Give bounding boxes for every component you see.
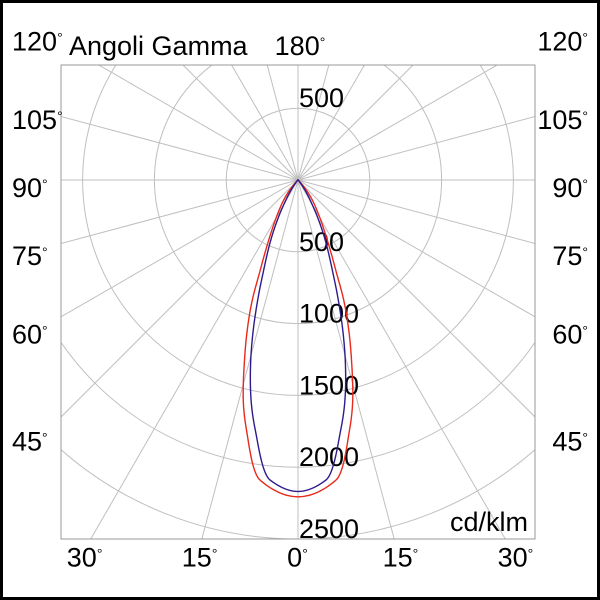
svg-text:90°: 90° xyxy=(552,173,588,203)
svg-text:120°: 120° xyxy=(537,27,588,57)
svg-text:Angoli Gamma: Angoli Gamma xyxy=(69,31,249,61)
svg-text:30°: 30° xyxy=(67,543,103,573)
svg-text:75°: 75° xyxy=(552,241,588,271)
svg-text:15°: 15° xyxy=(182,543,218,573)
svg-text:0°: 0° xyxy=(287,543,308,573)
svg-text:1500: 1500 xyxy=(299,370,359,400)
svg-text:105°: 105° xyxy=(537,105,588,135)
svg-text:120°: 120° xyxy=(12,27,63,57)
svg-text:45°: 45° xyxy=(12,426,48,456)
svg-text:105°: 105° xyxy=(12,105,63,135)
svg-text:2000: 2000 xyxy=(299,442,359,472)
svg-text:75°: 75° xyxy=(12,241,48,271)
svg-text:180°: 180° xyxy=(275,31,326,61)
svg-text:500: 500 xyxy=(299,227,344,257)
svg-text:60°: 60° xyxy=(12,319,48,349)
svg-text:2500: 2500 xyxy=(299,514,359,544)
svg-text:45°: 45° xyxy=(552,426,588,456)
svg-text:30°: 30° xyxy=(498,543,534,573)
svg-text:500: 500 xyxy=(299,83,344,113)
svg-text:90°: 90° xyxy=(12,173,48,203)
svg-text:1000: 1000 xyxy=(299,299,359,329)
svg-text:15°: 15° xyxy=(383,543,419,573)
svg-text:60°: 60° xyxy=(552,319,588,349)
svg-text:cd/klm: cd/klm xyxy=(450,507,528,537)
